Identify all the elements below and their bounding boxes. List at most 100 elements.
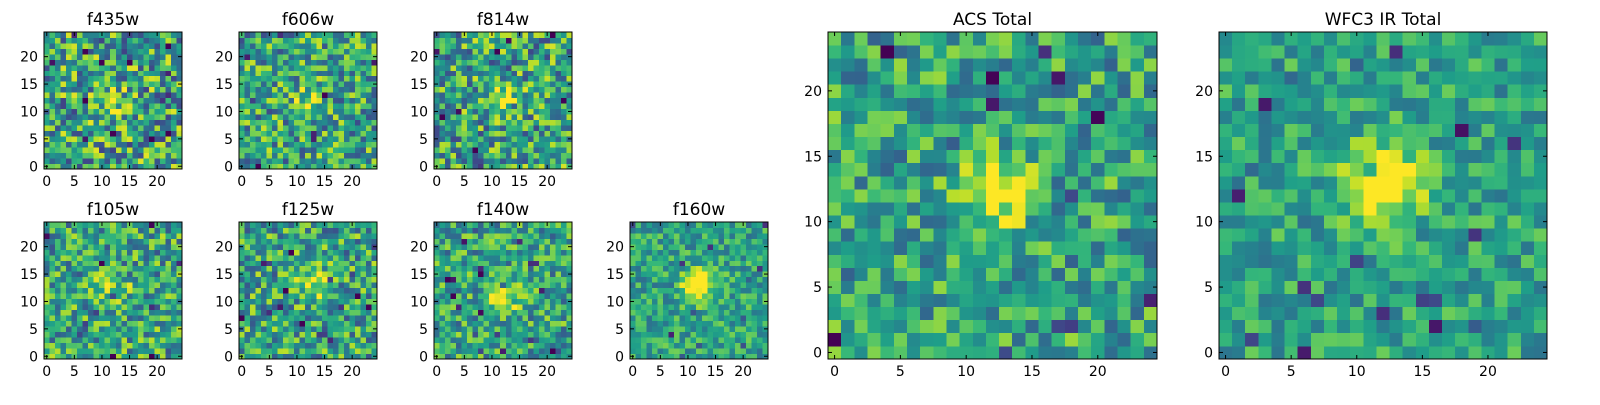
- heatmap-cell: [473, 277, 479, 283]
- heatmap-cell: [652, 238, 658, 244]
- heatmap-cell: [149, 299, 155, 305]
- heatmap-cell: [539, 76, 545, 82]
- heatmap-cell: [489, 43, 495, 49]
- heatmap-cell: [663, 321, 669, 327]
- heatmap-cell: [663, 244, 669, 250]
- heatmap-cell: [149, 87, 155, 93]
- heatmap-cell: [641, 271, 647, 277]
- heatmap-cell: [94, 43, 100, 49]
- heatmap-cell: [506, 37, 512, 43]
- heatmap-cell: [138, 131, 144, 137]
- heatmap-cell: [1104, 241, 1118, 254]
- heatmap-cell: [160, 288, 166, 294]
- heatmap-cell: [467, 343, 473, 349]
- heatmap-cell: [561, 271, 567, 277]
- heatmap-cell: [105, 227, 111, 233]
- heatmap-cell: [729, 310, 735, 316]
- heatmap-cell: [294, 233, 300, 239]
- heatmap-cell: [630, 238, 636, 244]
- heatmap-cell: [143, 244, 149, 250]
- heatmap-cell: [495, 48, 501, 54]
- x-tick-label: 15: [511, 364, 529, 380]
- heatmap-cell: [528, 277, 534, 283]
- heatmap-cell: [110, 288, 116, 294]
- heatmap-cell: [445, 277, 451, 283]
- heatmap-cell: [451, 299, 457, 305]
- heatmap-cell: [478, 59, 484, 65]
- heatmap-cell: [171, 299, 177, 305]
- heatmap-cell: [1012, 241, 1026, 254]
- heatmap-cell: [61, 109, 67, 115]
- heatmap-cell: [272, 277, 278, 283]
- heatmap-cell: [294, 288, 300, 294]
- heatmap-cell: [999, 176, 1013, 189]
- heatmap-cell: [239, 76, 245, 82]
- heatmap-cell: [669, 293, 675, 299]
- heatmap-cell: [333, 326, 339, 332]
- heatmap-cell: [165, 158, 171, 164]
- heatmap-cell: [305, 222, 311, 228]
- heatmap-cell: [272, 136, 278, 142]
- heatmap-cell: [467, 131, 473, 137]
- heatmap-cell: [746, 277, 752, 283]
- heatmap-cell: [495, 238, 501, 244]
- heatmap-cell: [478, 222, 484, 228]
- heatmap-cell: [132, 277, 138, 283]
- heatmap-cell: [355, 310, 361, 316]
- heatmap-cell: [555, 59, 561, 65]
- heatmap-cell: [256, 260, 262, 266]
- heatmap-cell: [669, 277, 675, 283]
- heatmap-cell: [451, 337, 457, 343]
- heatmap-cell: [462, 227, 468, 233]
- heatmap-cell: [669, 337, 675, 343]
- heatmap-cell: [132, 65, 138, 71]
- heatmap-cell: [691, 227, 697, 233]
- heatmap-cell: [467, 54, 473, 60]
- heatmap-cell: [300, 238, 306, 244]
- heatmap-cell: [451, 153, 457, 159]
- heatmap-cell: [506, 125, 512, 131]
- heatmap-cell: [305, 59, 311, 65]
- heatmap-cell: [533, 54, 539, 60]
- y-tick-label: 5: [29, 322, 38, 338]
- heatmap-cell: [473, 332, 479, 338]
- heatmap-cell: [132, 299, 138, 305]
- heatmap-cell: [289, 81, 295, 87]
- heatmap-cell: [456, 37, 462, 43]
- heatmap-cell: [322, 238, 328, 244]
- heatmap-cell: [854, 333, 868, 346]
- heatmap-cell: [305, 114, 311, 120]
- heatmap-cell: [88, 337, 94, 343]
- heatmap-cell: [451, 266, 457, 272]
- heatmap-cell: [322, 271, 328, 277]
- heatmap-cell: [349, 266, 355, 272]
- heatmap-cell: [451, 147, 457, 153]
- heatmap-cell: [462, 125, 468, 131]
- heatmap-cell: [311, 98, 317, 104]
- heatmap-cell: [647, 255, 653, 261]
- heatmap-cell: [1131, 281, 1145, 294]
- heatmap-cell: [1039, 333, 1053, 346]
- heatmap-cell: [1131, 202, 1145, 215]
- heatmap-cell: [149, 282, 155, 288]
- heatmap-cell: [305, 233, 311, 239]
- heatmap-cell: [338, 103, 344, 109]
- heatmap-cell: [256, 222, 262, 228]
- heatmap-cell: [261, 304, 267, 310]
- heatmap-cell: [83, 103, 89, 109]
- heatmap-cell: [261, 32, 267, 38]
- heatmap-cell: [555, 131, 561, 137]
- heatmap-cell: [680, 304, 686, 310]
- heatmap-cell: [83, 238, 89, 244]
- heatmap-cell: [349, 233, 355, 239]
- heatmap-cell: [105, 271, 111, 277]
- heatmap-cell: [528, 153, 534, 159]
- heatmap-cell: [250, 288, 256, 294]
- heatmap-cell: [160, 326, 166, 332]
- heatmap-cell: [294, 109, 300, 115]
- heatmap-cell: [1104, 294, 1118, 307]
- heatmap-cell: [630, 233, 636, 239]
- heatmap-cell: [110, 233, 116, 239]
- heatmap-cell: [99, 266, 105, 272]
- heatmap-cell: [116, 332, 122, 338]
